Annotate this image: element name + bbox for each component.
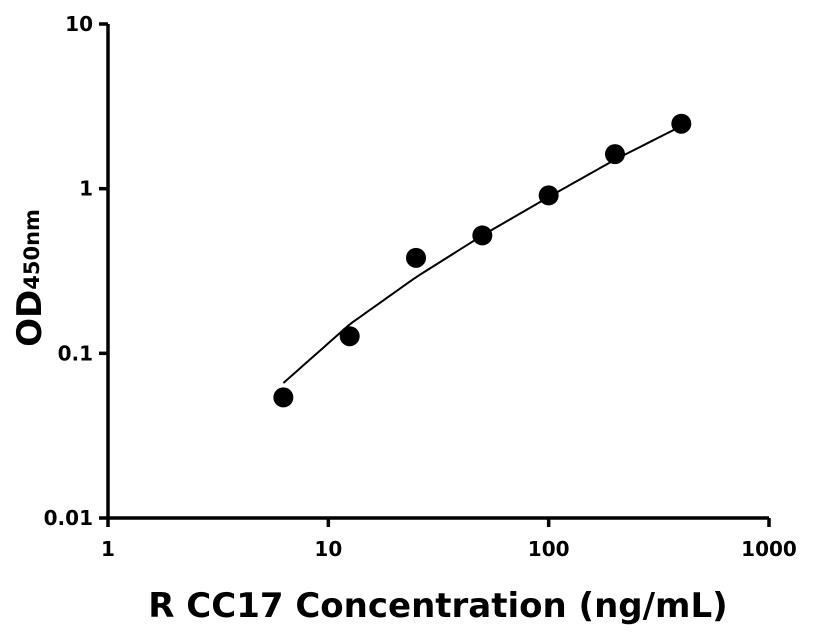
x-tick-label: 1 [101,537,115,561]
data-point [472,225,493,246]
y-tick-label: 0.1 [58,341,93,365]
y-axis-title-main: OD [10,290,50,347]
data-point [671,113,692,134]
data-point [339,326,360,347]
y-tick-label: 10 [65,12,93,36]
y-tick-label: 1 [79,177,93,201]
y-tick-label: 0.01 [44,506,93,530]
fit-curve [282,125,682,384]
plot-area [273,113,692,408]
data-point [604,144,625,165]
axes [106,24,769,520]
x-tick-label: 1000 [741,537,797,561]
x-axis-title: R CC17 Concentration (ng/mL) [148,586,727,626]
y-axis-title-subscript: 450nm [20,209,44,290]
data-point [406,247,427,268]
y-axis-title: OD450nm [10,209,50,347]
x-tick-label: 100 [528,537,570,561]
x-tick-label: 10 [314,537,342,561]
data-point [538,185,559,206]
ticks: 1 10 100 1000 0.01 0.1 1 10 [44,12,797,561]
data-point [273,387,294,408]
